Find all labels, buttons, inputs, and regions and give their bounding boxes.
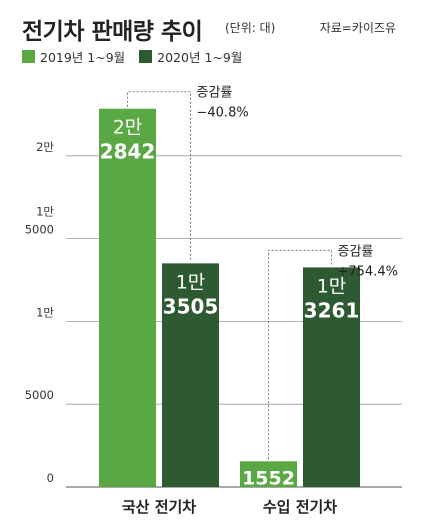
bar-label-0-0-b: 2842: [100, 140, 156, 164]
bar-0-1: [240, 461, 297, 487]
category-label-1: 수입 전기차: [263, 498, 337, 516]
legend-swatch-2019: [22, 50, 35, 63]
bar-label-1-1-b: 3261: [304, 298, 360, 322]
annotation-label-0: 증감률: [197, 86, 233, 101]
unit-label: (단위: 대): [225, 21, 276, 35]
y-tick-label-10000-0: 1만: [36, 305, 54, 319]
annotation-value-0: −40.8%: [197, 106, 249, 121]
category-label-0: 국산 전기차: [122, 498, 196, 516]
y-tick-label-15000-0: 1만: [36, 205, 54, 219]
bar-label-0-1: 1552: [242, 467, 295, 489]
y-tick-label-15000-1: 5000: [25, 223, 54, 237]
bar-1-1: [303, 267, 360, 487]
bar-label-1-0-a: 1만: [176, 271, 206, 293]
bar-1-0: [162, 263, 219, 487]
legend: 2019년 1~9월 2020년 1~9월: [22, 47, 256, 66]
legend-swatch-2020: [139, 50, 153, 63]
annotation-label-1: 증감률: [338, 244, 374, 259]
bar-label-1-1-a: 1만: [317, 275, 347, 297]
annotation-bracket-1: [268, 249, 332, 460]
bar-label-1-0-b: 3505: [163, 294, 219, 318]
legend-label-2020: 2020년 1~9월: [157, 50, 243, 65]
annotation-value-1: +754.4%: [338, 264, 398, 279]
bar-label-0-0-a: 2만: [113, 117, 143, 139]
source-label: 자료=카이즈유: [319, 21, 396, 35]
legend-item-2019: 2019년 1~9월: [22, 47, 125, 66]
y-tick-label-20000-0: 2만: [36, 140, 54, 154]
legend-label-2019: 2019년 1~9월: [40, 50, 126, 65]
y-tick-label-5000-0: 5000: [25, 388, 54, 402]
y-tick-label-0-0: 0: [47, 471, 54, 485]
bar-0-0: [99, 108, 156, 487]
chart-title: 전기차 판매량 추이: [22, 19, 203, 45]
legend-item-2020: 2020년 1~9월: [139, 47, 242, 66]
